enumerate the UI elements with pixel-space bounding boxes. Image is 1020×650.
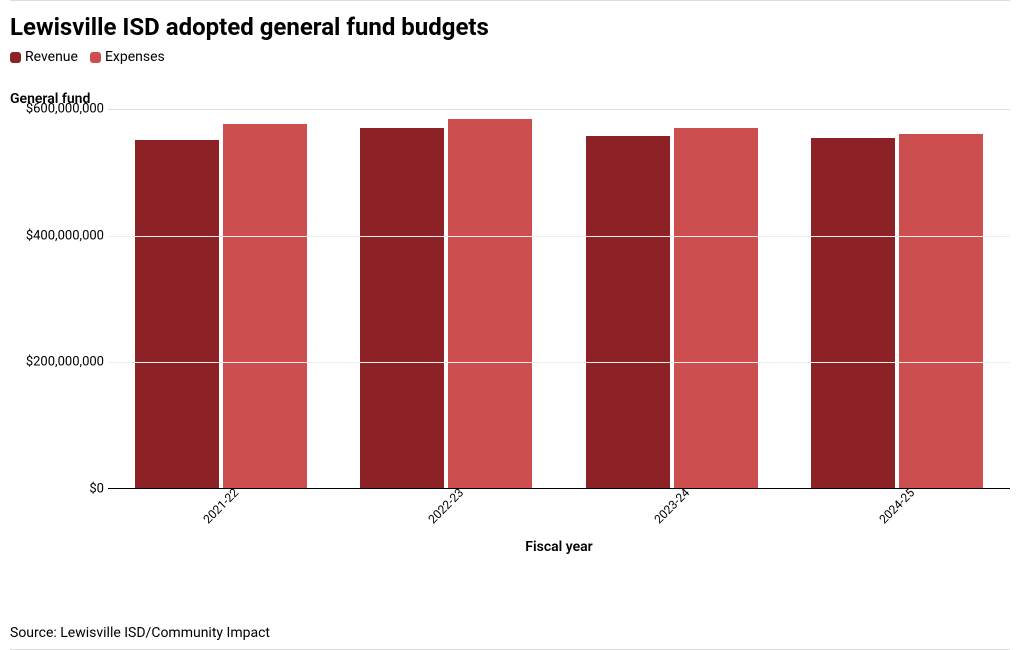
y-tick-label: $400,000,000 [26,228,104,243]
x-labels: 2021-222022-232023-242024-25 [108,489,1010,539]
bar-group [108,110,334,488]
bar-revenue [586,136,670,488]
bar-revenue [135,140,219,488]
y-tick-label: $600,000,000 [26,102,104,117]
y-tick-label: $0 [89,482,104,497]
bar-revenue [811,138,895,488]
legend-swatch-expenses [90,52,101,63]
legend: Revenue Expenses [10,49,1010,65]
x-tick-label: 2024-25 [785,489,1011,539]
gridline [108,362,1010,363]
bar-groups [108,110,1010,488]
legend-label-expenses: Expenses [105,49,165,65]
y-axis-title: General fund [10,91,1010,107]
gridline [108,236,1010,237]
legend-item-expenses: Expenses [90,49,165,65]
legend-item-revenue: Revenue [10,49,78,65]
plot-row: $0$200,000,000$400,000,000$600,000,000 [10,109,1010,489]
chart-title: Lewisville ISD adopted general fund budg… [10,13,1010,41]
plot [108,109,1010,489]
bar-expenses [223,124,307,488]
bar-expenses [899,134,983,488]
chart-container: Lewisville ISD adopted general fund budg… [10,0,1010,650]
x-tick-label: 2023-24 [559,489,785,539]
bar-group [334,110,560,488]
y-axis: $0$200,000,000$400,000,000$600,000,000 [10,109,108,489]
bar-group [785,110,1011,488]
y-tick-label: $200,000,000 [26,355,104,370]
legend-swatch-revenue [10,52,21,63]
bar-expenses [674,128,758,488]
bar-group [559,110,785,488]
x-tick-label: 2022-23 [334,489,560,539]
bar-revenue [360,128,444,488]
x-axis-title: Fiscal year [108,539,1010,555]
chart-area: $0$200,000,000$400,000,000$600,000,000 2… [10,109,1010,615]
x-tick-label: 2021-22 [108,489,334,539]
legend-label-revenue: Revenue [25,49,78,65]
source-text: Source: Lewisville ISD/Community Impact [10,625,1010,641]
bar-expenses [448,119,532,488]
